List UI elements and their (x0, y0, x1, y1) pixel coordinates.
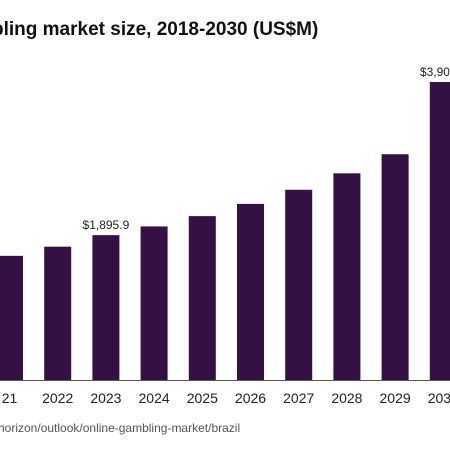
bar-2029 (381, 154, 409, 380)
bar-2027 (285, 189, 313, 380)
bar-21 (0, 255, 23, 380)
bar-2025 (188, 216, 216, 380)
x-tick-label-21: 21 (2, 390, 18, 406)
bar-2026 (237, 203, 264, 380)
bar-2023 (92, 235, 120, 380)
x-tick-label-2028: 2028 (331, 390, 362, 406)
data-label-2030: $3,900.5 (420, 65, 450, 79)
source-note: horizon/outlook/online-gambling-market/b… (0, 421, 241, 435)
chart-title: bling market size, 2018-2030 (US$M) (0, 19, 319, 40)
x-tick-label-2027: 2027 (283, 390, 314, 406)
x-tick-label-2023: 2023 (90, 390, 121, 406)
x-tick-label-2026: 2026 (235, 390, 266, 406)
data-label-2023: $1,895.9 (83, 218, 130, 232)
bar-2028 (333, 173, 361, 380)
bar-2024 (140, 226, 168, 380)
x-tick-label-2029: 2029 (380, 390, 411, 406)
x-tick-label-2030: 2030 (428, 390, 450, 406)
bar-2022 (44, 246, 72, 380)
bar-2030 (429, 82, 450, 380)
x-tick-label-2022: 2022 (42, 390, 73, 406)
x-tick-label-2024: 2024 (139, 390, 170, 406)
x-tick-label-2025: 2025 (187, 390, 218, 406)
